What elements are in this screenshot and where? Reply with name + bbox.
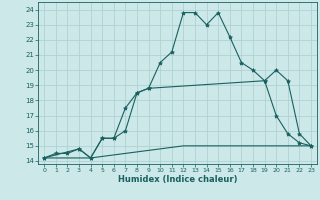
X-axis label: Humidex (Indice chaleur): Humidex (Indice chaleur) — [118, 175, 237, 184]
